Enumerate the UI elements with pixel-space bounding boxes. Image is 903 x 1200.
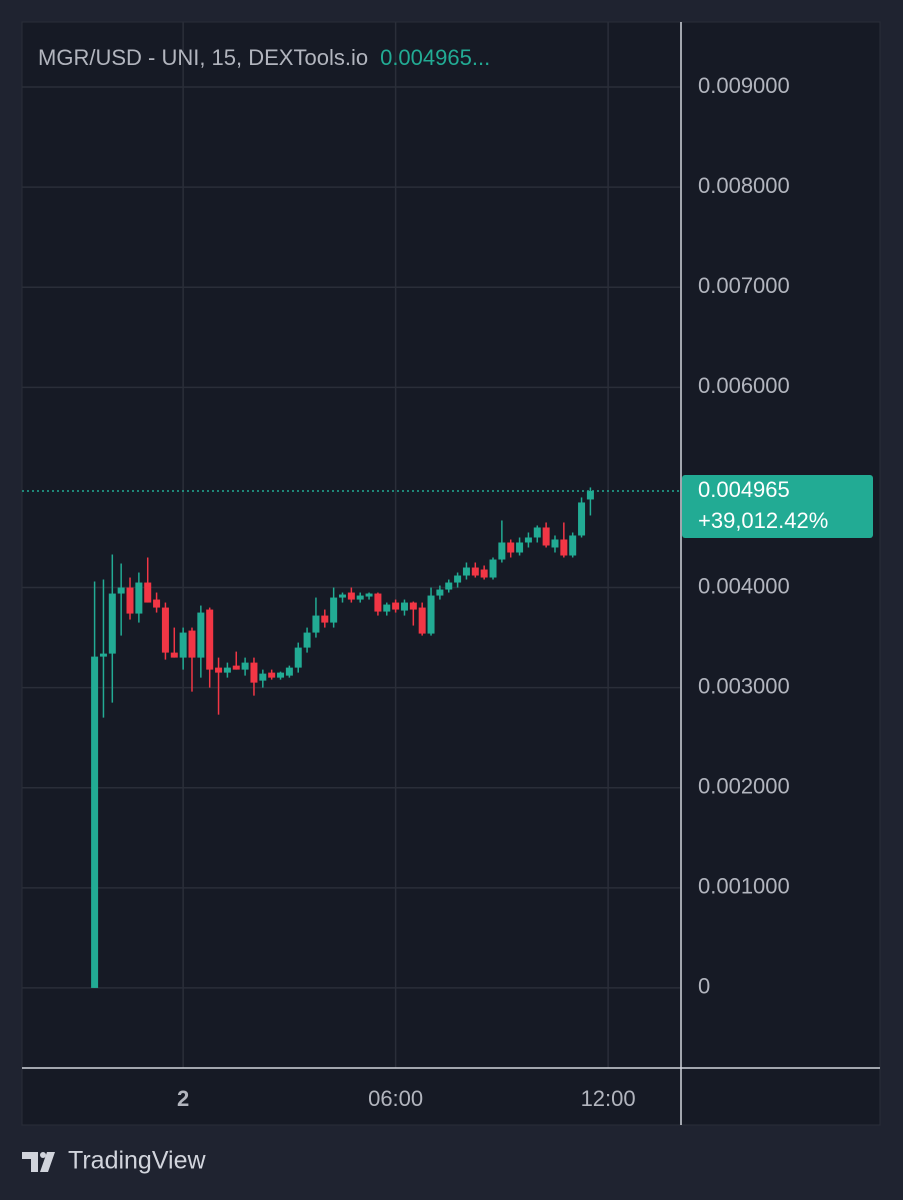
candle-body xyxy=(365,593,373,597)
candle-body xyxy=(294,647,302,668)
candle-body xyxy=(356,595,364,600)
candle-body xyxy=(586,490,594,500)
candle-body xyxy=(206,609,214,670)
x-tick-label: 12:00 xyxy=(581,1086,636,1111)
candle-body xyxy=(374,593,382,612)
candles xyxy=(91,487,594,988)
header-value: 0.004965... xyxy=(380,45,490,70)
candle-body xyxy=(117,587,125,594)
candle-body xyxy=(471,567,479,576)
candle-body xyxy=(578,502,586,536)
candle-body xyxy=(533,527,541,538)
x-tick-label: 2 xyxy=(177,1086,189,1111)
candle-body xyxy=(99,653,107,657)
logo-icon xyxy=(22,1152,55,1172)
candle-body xyxy=(400,602,408,611)
candle-body xyxy=(489,559,497,578)
candle-body xyxy=(480,569,488,578)
y-tick-label: 0.007000 xyxy=(698,273,790,298)
candle-body xyxy=(250,662,258,683)
y-tick-label: 0.008000 xyxy=(698,173,790,198)
candle-body xyxy=(445,582,453,590)
brand-name: TradingView xyxy=(68,1147,207,1175)
candle-body xyxy=(215,667,223,673)
candle-body xyxy=(462,567,470,576)
candle-body xyxy=(418,607,426,634)
candle-body xyxy=(312,615,320,633)
candle-body xyxy=(188,630,196,658)
candle-body xyxy=(285,667,293,676)
candle-body xyxy=(427,595,435,634)
y-tick-label: 0.001000 xyxy=(698,874,790,899)
brand-logo: TradingView xyxy=(22,1147,207,1175)
candle-body xyxy=(91,656,99,988)
candle-body xyxy=(409,602,417,610)
candle-body xyxy=(161,607,169,653)
last-price-label: 0.004965 xyxy=(698,477,790,502)
candle-body xyxy=(321,615,329,623)
y-tick-label: 0.003000 xyxy=(698,673,790,698)
candle-body xyxy=(303,632,311,648)
labels: 0 0.001000 0.002000 0.003000 0.004000 0.00600… xyxy=(177,73,873,1111)
candle-body xyxy=(524,537,532,543)
candle-body xyxy=(542,527,550,546)
y-tick-label: 0 xyxy=(698,974,710,999)
candle-body xyxy=(392,602,400,610)
candle-body xyxy=(259,673,267,681)
candle-body xyxy=(551,539,559,548)
logo-dot xyxy=(40,1152,46,1158)
grid xyxy=(22,22,680,1068)
candle-body xyxy=(241,662,249,670)
candle-body xyxy=(330,597,338,623)
candle-body xyxy=(507,542,515,553)
y-tick-label: 0.004000 xyxy=(698,573,790,598)
candle-body xyxy=(126,587,134,614)
y-tick-label: 0.002000 xyxy=(698,774,790,799)
chart-frame xyxy=(21,21,881,1126)
candle-body xyxy=(560,539,568,556)
candle-body xyxy=(383,604,391,612)
candle-body xyxy=(197,612,205,658)
candle-body xyxy=(108,593,116,654)
candle-body xyxy=(170,652,178,658)
y-tick-label: 0.009000 xyxy=(698,73,790,98)
candle-body xyxy=(436,589,444,596)
candle-body xyxy=(454,575,462,583)
candle-body xyxy=(347,592,355,600)
candle-body xyxy=(277,672,285,678)
candle-body xyxy=(179,632,187,658)
candle-body xyxy=(232,665,240,670)
candle-body xyxy=(223,667,231,673)
candle-body xyxy=(153,599,161,608)
candle-body xyxy=(268,672,276,678)
last-price-badge xyxy=(682,474,873,538)
candle-body xyxy=(516,542,524,553)
change-label: +39,012.42% xyxy=(698,508,828,533)
x-tick-label: 06:00 xyxy=(368,1086,423,1111)
chart-title: MGR/USD - UNI, 15, DEXTools.io xyxy=(38,45,368,70)
y-tick-label: 0.006000 xyxy=(698,373,790,398)
candle-body xyxy=(339,594,347,598)
candle-body xyxy=(498,542,506,560)
candle-body xyxy=(144,582,152,603)
candle-body xyxy=(135,582,143,614)
candle-body xyxy=(569,535,577,556)
